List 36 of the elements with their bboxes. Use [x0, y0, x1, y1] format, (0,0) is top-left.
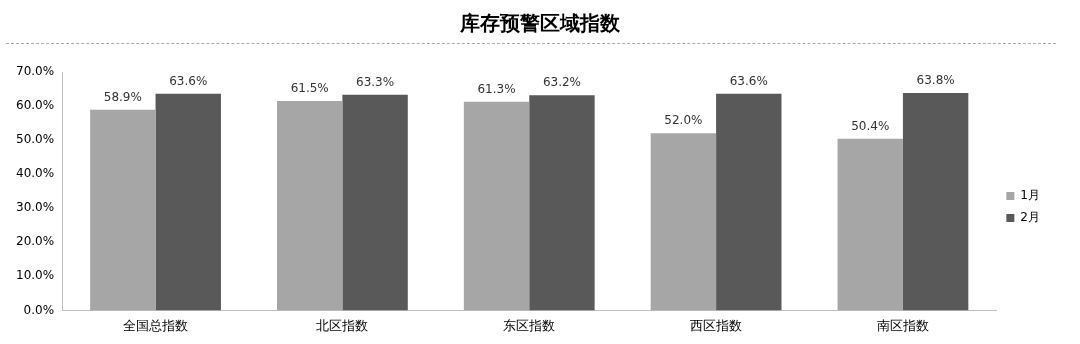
data-label: 61.3%	[477, 81, 516, 96]
bar	[277, 100, 343, 311]
y-tick-label: 40.0%	[16, 166, 55, 181]
data-label: 63.6%	[729, 73, 768, 88]
x-tick-label: 南区指数	[876, 317, 929, 333]
data-label: 63.8%	[916, 73, 955, 88]
bar	[902, 93, 969, 311]
bar	[837, 138, 903, 311]
bar	[155, 93, 221, 311]
bar	[342, 94, 408, 311]
y-tick-label: 70.0%	[16, 64, 55, 79]
y-tick-label: 10.0%	[16, 268, 55, 283]
bar	[90, 109, 156, 311]
x-tick-label: 东区指数	[503, 317, 556, 333]
y-tick-label: 0.0%	[23, 302, 55, 317]
bar	[529, 95, 595, 311]
legend-label: 1月	[1020, 188, 1041, 203]
y-tick-label: 20.0%	[16, 234, 55, 249]
y-tick-label: 30.0%	[16, 200, 55, 215]
data-label: 50.4%	[851, 118, 890, 133]
data-label: 52.0%	[664, 113, 703, 128]
chart-title: 库存预警区域指数	[459, 10, 621, 37]
x-tick-label: 西区指数	[690, 317, 743, 333]
x-tick-label: 全国总指数	[123, 317, 189, 333]
data-label: 61.5%	[290, 81, 329, 96]
data-label: 63.2%	[542, 75, 581, 90]
data-label: 63.6%	[169, 73, 208, 88]
bar	[716, 93, 782, 311]
bar	[650, 133, 717, 311]
data-label: 58.9%	[103, 89, 142, 104]
x-tick-label: 北区指数	[316, 317, 369, 333]
legend-label: 2月	[1020, 210, 1041, 225]
data-label: 63.3%	[356, 74, 395, 89]
bar	[463, 101, 530, 311]
y-tick-label: 60.0%	[16, 98, 55, 113]
y-tick-label: 50.0%	[16, 132, 55, 147]
